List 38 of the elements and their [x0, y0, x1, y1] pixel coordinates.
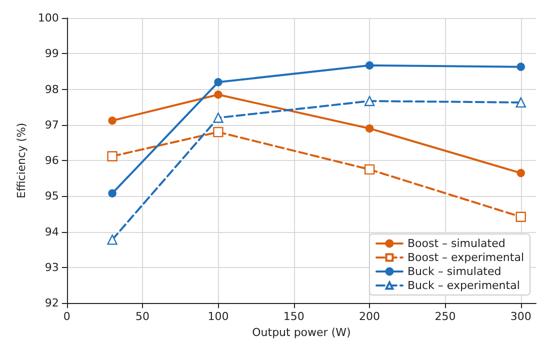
- x-tick-label: 200: [359, 310, 380, 324]
- x-tick-label: 250: [434, 310, 456, 324]
- point: [365, 61, 374, 70]
- point: [214, 78, 222, 86]
- legend-label: Boost – experimental: [407, 251, 524, 264]
- y-tick-label: 92: [44, 296, 59, 310]
- x-tick-label: 50: [136, 310, 150, 324]
- point: [516, 97, 526, 108]
- point: [516, 62, 525, 71]
- y-tick-label: 100: [38, 12, 59, 24]
- point: [365, 124, 374, 133]
- y-tick-label: 93: [44, 260, 59, 274]
- point: [364, 164, 375, 175]
- point: [516, 168, 525, 178]
- point: [364, 96, 375, 106]
- point: [108, 116, 116, 125]
- y-axis-title: Efficiency (%): [15, 122, 28, 198]
- x-tick-label: 300: [510, 310, 532, 324]
- y-tick-label: 95: [44, 190, 59, 203]
- y-tick-label: 94: [44, 225, 59, 238]
- point: [107, 234, 118, 245]
- legend-label: Boost – simulated: [407, 237, 506, 250]
- point: [108, 189, 116, 198]
- y-tick-label: 97: [44, 118, 59, 132]
- legend-label: Buck – experimental: [407, 279, 520, 292]
- y-tick-label: 98: [44, 82, 59, 96]
- x-tick-label: 150: [283, 310, 304, 324]
- point: [516, 212, 526, 222]
- point: [213, 126, 224, 138]
- y-tick-label: 99: [44, 47, 59, 60]
- y-tick-label: 96: [44, 154, 59, 168]
- legend-label: Buck – simulated: [407, 265, 502, 278]
- point: [214, 90, 222, 99]
- point: [213, 112, 224, 123]
- point: [107, 151, 118, 162]
- x-tick-label: 0: [63, 310, 70, 324]
- x-tick-label: 100: [208, 310, 229, 324]
- x-axis-title: Output power (W): [252, 326, 351, 339]
